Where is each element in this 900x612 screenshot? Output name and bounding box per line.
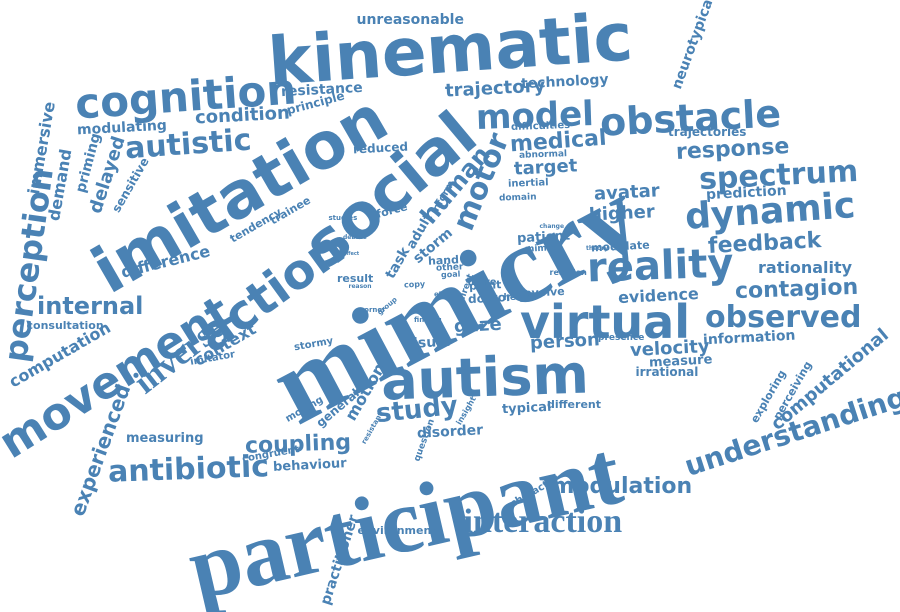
word-contagion: contagion	[734, 274, 859, 305]
word-visual: visual	[403, 333, 451, 353]
word-mimic: mimic	[524, 242, 556, 255]
word-condition: condition	[193, 102, 290, 129]
word-reduced: reduced	[352, 139, 408, 157]
word-finding: finding	[414, 315, 442, 324]
word-corner: corner	[360, 305, 386, 314]
word-modulation: modulation	[551, 474, 693, 499]
word-debate: debate	[343, 234, 367, 241]
word-feedback: feedback	[706, 228, 822, 259]
word-more: more	[467, 277, 497, 288]
word-study: study	[374, 390, 460, 430]
word-difficulties: difficulties	[510, 119, 570, 134]
word-internal: internal	[37, 292, 144, 320]
word-interaction: interaction	[463, 503, 623, 540]
word-copy: copy	[403, 279, 425, 290]
word-change: change	[539, 223, 565, 230]
word-studies: studies	[328, 213, 358, 222]
word-different: different	[547, 397, 601, 411]
word-observed: observed	[705, 300, 862, 335]
word-measure: measure	[648, 351, 713, 371]
word-response: response	[674, 134, 790, 165]
word-presence: presence	[598, 332, 645, 343]
word-patient: patient	[516, 228, 570, 246]
word-person: person	[529, 329, 601, 354]
word-environment: environment	[357, 523, 437, 537]
word-rationality: rationality	[758, 258, 853, 277]
word-ethic: ethic	[433, 288, 454, 299]
word-gaze: gaze	[453, 313, 503, 338]
word-irrational: irrational	[635, 365, 699, 379]
word-neurotypical: neurotypical	[668, 0, 718, 92]
word-behaviour: behaviour	[272, 455, 348, 475]
word-prediction: prediction	[705, 182, 787, 204]
word-information: information	[702, 327, 796, 349]
word-effect: effect	[343, 250, 360, 257]
word-result: result	[337, 271, 374, 285]
word-demand: demand	[43, 147, 75, 223]
word-involve: involve	[519, 284, 565, 300]
word-consultation: consultation	[26, 318, 104, 332]
word-technology: technology	[520, 71, 609, 93]
word-height: height	[503, 292, 537, 303]
word-unreasonable: unreasonable	[356, 12, 464, 28]
word-trajectories: trajectories	[668, 125, 747, 139]
word-reaction: reaction	[549, 268, 587, 277]
word-measuring: measuring	[126, 430, 204, 446]
word-virtual: virtual	[520, 295, 690, 349]
word-evidence: evidence	[617, 283, 699, 308]
word-abnormal: abnormal	[518, 148, 568, 161]
word-domain: domain	[498, 191, 537, 204]
word-goal: goal	[440, 269, 461, 280]
word-theory: theory	[586, 245, 609, 252]
word-higher: higher	[588, 201, 656, 226]
word-typical: typical	[501, 399, 552, 417]
word-inertial: inertial	[507, 177, 549, 190]
word-reason: reason	[348, 283, 372, 290]
